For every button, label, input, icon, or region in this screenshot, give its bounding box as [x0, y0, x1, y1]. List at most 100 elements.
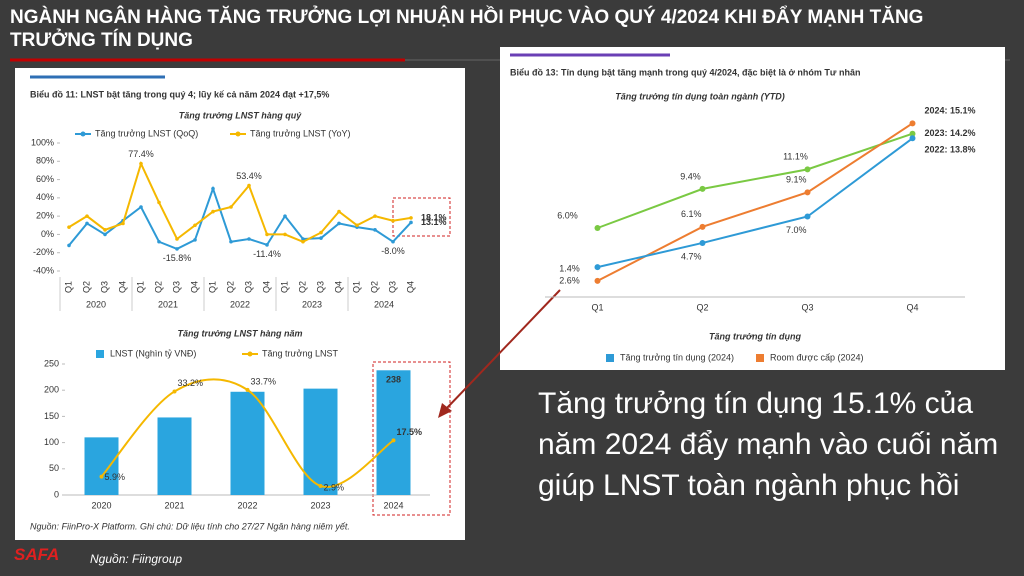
point	[157, 239, 161, 244]
value-label: 2023: 14.2%	[925, 128, 976, 138]
y-tick-label: 60%	[36, 174, 54, 184]
point	[391, 218, 395, 223]
y-tick-label: 40%	[36, 192, 54, 202]
point	[85, 221, 89, 226]
point	[99, 474, 104, 479]
x-tick-label: Q3	[315, 281, 325, 293]
value-label: 2024: 15.1%	[925, 106, 976, 116]
series-line	[597, 122, 914, 282]
point	[211, 186, 215, 191]
legend-dot	[80, 131, 86, 137]
source: Nguồn: Fiingroup	[90, 552, 183, 566]
logo: SAFA	[14, 545, 60, 564]
legend-label: Tăng trưởng LNST (YoY)	[250, 128, 350, 138]
x-tick-label: Q3	[99, 281, 109, 293]
x-tick-label: Q2	[369, 281, 379, 293]
x-tick-label: 2022	[237, 500, 257, 510]
value-label: -11.4%	[253, 249, 281, 259]
point	[67, 225, 71, 229]
point	[247, 237, 251, 241]
point	[391, 239, 395, 244]
point	[121, 221, 125, 226]
value-label: 6.0%	[557, 210, 578, 220]
x-group-label: 2022	[230, 299, 250, 309]
x-tick-label: Q4	[261, 281, 271, 293]
point	[211, 209, 215, 214]
chart-subtitle: Tăng trưởng LNST hàng quý	[179, 110, 302, 120]
y-tick-label: 100	[44, 437, 59, 447]
point	[67, 243, 71, 248]
legend-swatch	[756, 354, 764, 362]
x-axis-title: Tăng trưởng tín dụng	[709, 331, 801, 341]
x-tick-label: Q4	[189, 281, 199, 293]
x-tick-label: Q4	[405, 281, 415, 293]
point	[355, 223, 359, 228]
x-tick-label: Q3	[801, 302, 813, 312]
point	[175, 237, 179, 241]
x-tick-label: 2021	[164, 500, 184, 510]
point	[301, 239, 305, 244]
y-tick-label: 80%	[36, 156, 54, 166]
highlight-box	[392, 197, 451, 237]
value-label: 2.6%	[559, 275, 580, 285]
point	[283, 232, 287, 237]
y-tick-label: -20%	[33, 247, 54, 257]
point	[909, 120, 916, 127]
x-tick-label: Q4	[906, 302, 918, 312]
point	[804, 189, 811, 196]
point	[804, 166, 811, 173]
value-label: -8.0%	[381, 246, 405, 256]
point	[594, 264, 601, 271]
point	[229, 205, 233, 209]
value-label: 9.4%	[680, 171, 701, 181]
point	[699, 239, 706, 246]
point	[85, 214, 89, 218]
x-tick-label: Q2	[696, 302, 708, 312]
chart-subtitle: Tăng trưởng tín dụng toàn ngành (YTD)	[615, 91, 784, 101]
point	[373, 214, 377, 218]
y-tick-label: 50	[49, 463, 59, 473]
x-tick-label: Q2	[297, 281, 307, 293]
y-tick-label: 100%	[31, 137, 54, 147]
chart-title: Biểu đồ 13: Tín dụng bật tăng mạnh trong…	[510, 67, 860, 77]
value-label: 2022: 13.8%	[925, 145, 976, 155]
x-tick-label: Q1	[279, 281, 289, 293]
value-label: 11.1%	[783, 152, 808, 162]
arrow	[444, 289, 561, 411]
slide-title: NGÀNH NGÂN HÀNG TĂNG TRƯỞNG LỢI NHUẬN HỒ…	[10, 7, 924, 51]
x-tick-label: 2024	[383, 500, 403, 510]
point	[318, 483, 323, 488]
x-group-label: 2023	[302, 299, 322, 309]
point	[172, 389, 177, 394]
point	[804, 213, 811, 220]
chart-subtitle: Tăng trưởng LNST hàng năm	[178, 328, 303, 338]
point	[699, 185, 706, 192]
x-tick-label: Q3	[171, 281, 181, 293]
value-label: 33.2%	[178, 378, 204, 388]
point	[193, 223, 197, 228]
point	[594, 277, 601, 284]
legend-dot	[235, 131, 241, 137]
legend-dot	[247, 351, 253, 357]
x-tick-label: Q2	[225, 281, 235, 293]
value-label: 77.4%	[128, 149, 154, 159]
right-panel	[500, 47, 1005, 370]
point	[319, 236, 323, 240]
point	[265, 232, 269, 237]
value-label: 53.4%	[236, 171, 262, 181]
legend-label: Tăng trưởng LNST (QoQ)	[95, 128, 198, 138]
value-label: 9.1%	[786, 175, 807, 185]
legend-label: Tăng trưởng tín dụng (2024)	[620, 352, 734, 362]
point	[373, 228, 377, 232]
x-tick-label: 2020	[91, 500, 111, 510]
x-tick-label: Q3	[243, 281, 253, 293]
point	[909, 130, 916, 137]
value-label: -15.8%	[163, 253, 192, 263]
value-label: 13.1%	[421, 217, 447, 227]
point	[265, 243, 269, 247]
x-tick-label: Q2	[81, 281, 91, 293]
value-label: 18.1%	[421, 212, 447, 222]
legend-label: Tăng trưởng LNST	[262, 348, 338, 358]
